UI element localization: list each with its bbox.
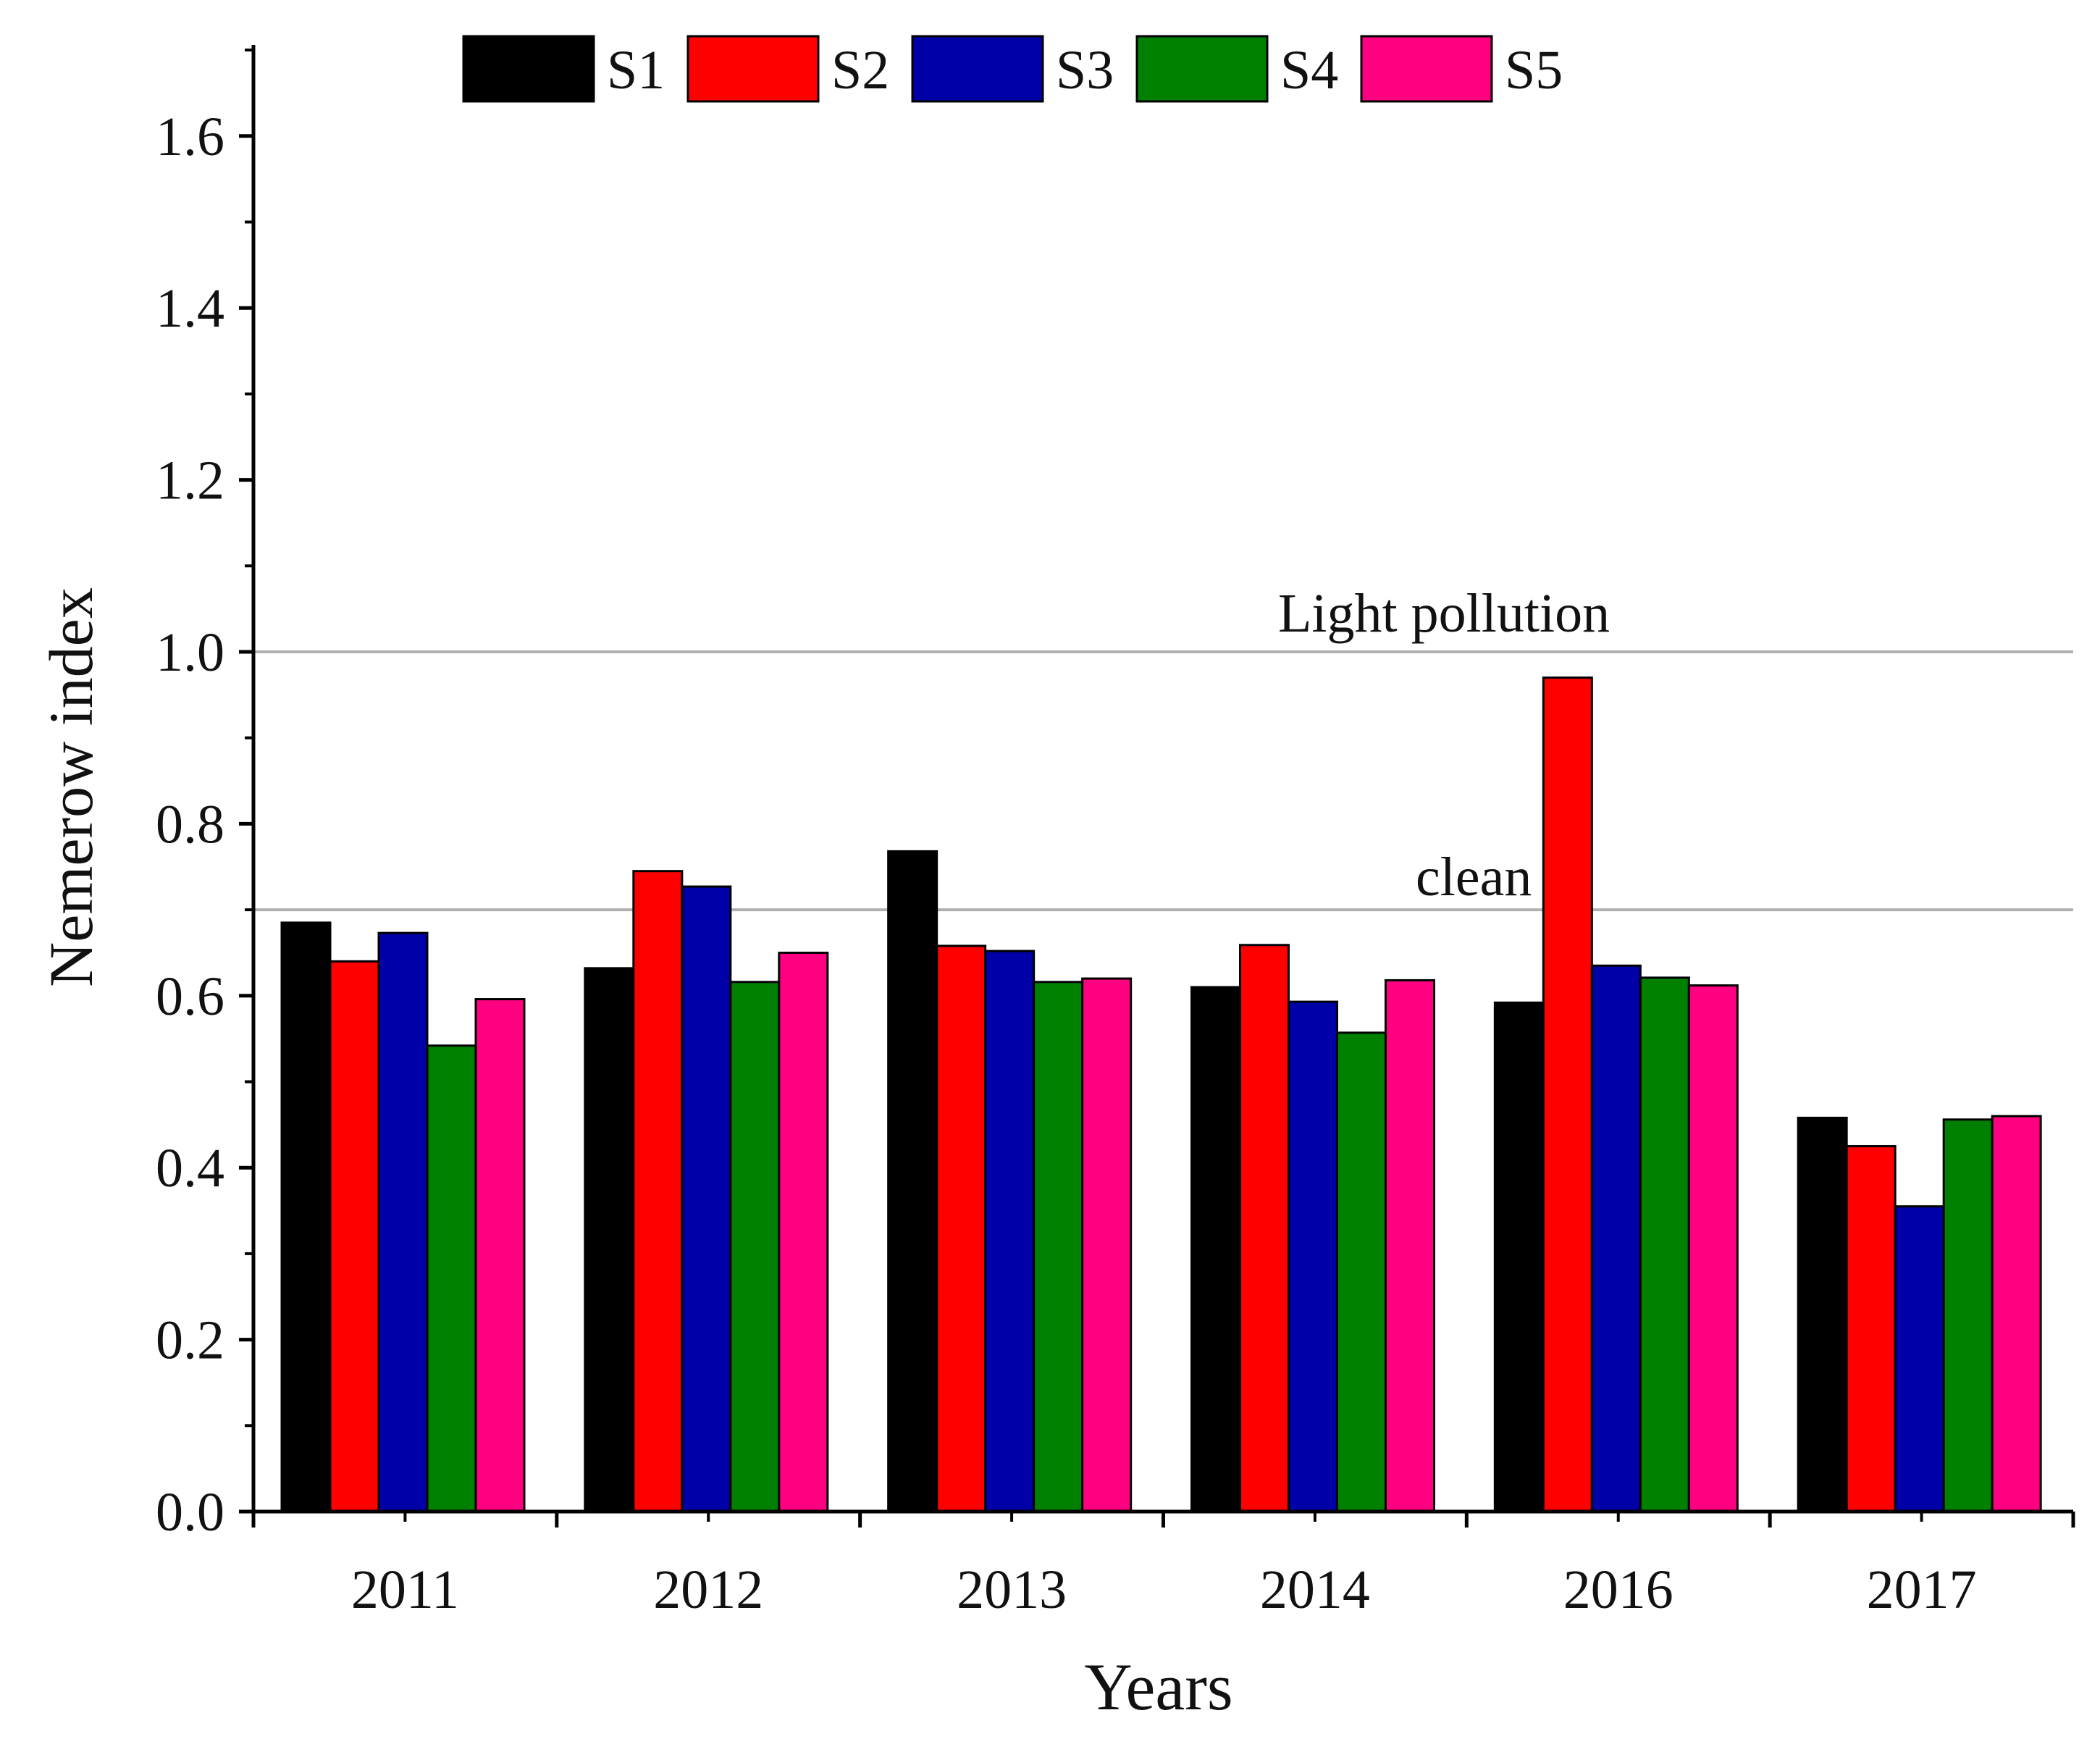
legend-label-s1: S1: [607, 40, 665, 101]
x-tick-label: 2013: [957, 1559, 1067, 1620]
x-tick-label: 2017: [1867, 1559, 1977, 1620]
legend-swatch-s1: [462, 35, 595, 103]
bar-s2-2016: [1542, 676, 1593, 1513]
y-tick-label: 0.0: [156, 1482, 224, 1543]
reference-label-clean: clean: [1416, 847, 1532, 908]
x-tick-label: 2014: [1260, 1559, 1370, 1620]
reference-label-light-pollution: Light pollution: [1278, 583, 1610, 644]
bar-s4-2014: [1336, 1031, 1387, 1513]
bar-s3-2014: [1288, 1000, 1338, 1513]
bar-s2-2017: [1845, 1145, 1897, 1513]
y-tick-label: 1.0: [156, 622, 224, 683]
bars: [280, 676, 2042, 1513]
bar-s1-2013: [887, 850, 938, 1513]
x-tick-label: 2012: [653, 1559, 763, 1620]
legend-label-s3: S3: [1056, 40, 1114, 101]
legend-swatch-s2: [686, 35, 820, 103]
y-tick-label: 1.4: [156, 278, 224, 339]
legend-swatch-s3: [911, 35, 1044, 103]
y-axis-label: Nemerow index: [36, 587, 106, 987]
bar-s4-2016: [1639, 976, 1690, 1513]
bar-s3-2012: [681, 885, 732, 1513]
bar-s5-2014: [1385, 979, 1435, 1513]
bar-s5-2011: [474, 998, 526, 1513]
x-tick-label: 2016: [1563, 1559, 1673, 1620]
x-tick-label: 2011: [351, 1559, 459, 1620]
bar-s2-2013: [936, 944, 987, 1513]
bar-s2-2011: [329, 960, 380, 1513]
bar-s4-2013: [1033, 981, 1084, 1513]
y-tick-label: 0.8: [156, 794, 224, 855]
legend-label-s5: S5: [1505, 40, 1563, 101]
bar-s5-2017: [1991, 1115, 2042, 1513]
bar-s4-2011: [426, 1044, 477, 1513]
bar-s3-2013: [984, 950, 1036, 1513]
y-tick-label: 0.2: [156, 1310, 224, 1371]
bar-s4-2012: [729, 981, 781, 1513]
x-axis-label: Years: [1084, 1650, 1232, 1724]
bar-s1-2012: [584, 967, 635, 1513]
bar-s2-2012: [632, 870, 684, 1513]
bar-s1-2016: [1493, 1001, 1545, 1513]
bar-s1-2017: [1797, 1116, 1848, 1513]
bar-s2-2014: [1239, 944, 1290, 1513]
legend-swatch-s5: [1360, 35, 1493, 103]
legend-label-s2: S2: [831, 40, 889, 101]
bar-s1-2014: [1190, 986, 1241, 1513]
bar-s5-2013: [1081, 977, 1133, 1513]
y-tick-label: 1.6: [156, 106, 224, 167]
y-tick-label: 0.4: [156, 1138, 224, 1199]
y-tick-label: 0.6: [156, 966, 224, 1027]
bar-s5-2012: [778, 951, 829, 1513]
reference-lines: Light pollution clean: [253, 583, 2073, 912]
legend-label-s4: S4: [1280, 40, 1338, 101]
bar-s3-2016: [1590, 964, 1642, 1513]
legend-swatch-s4: [1135, 35, 1269, 103]
y-tick-label: 1.2: [156, 451, 224, 511]
bar-s4-2017: [1942, 1118, 1994, 1513]
bar-s1-2011: [280, 921, 332, 1513]
bar-s3-2017: [1894, 1205, 1945, 1513]
bar-s3-2011: [377, 931, 429, 1513]
bar-s5-2016: [1687, 984, 1739, 1513]
legend: S1 S2 S3 S4 S5: [462, 35, 1563, 103]
axes: 0.0 0.2 0.4 0.6 0.8 1.0 1.2 1.4 1.6 2011 2012 2013 2…: [156, 45, 2075, 1620]
